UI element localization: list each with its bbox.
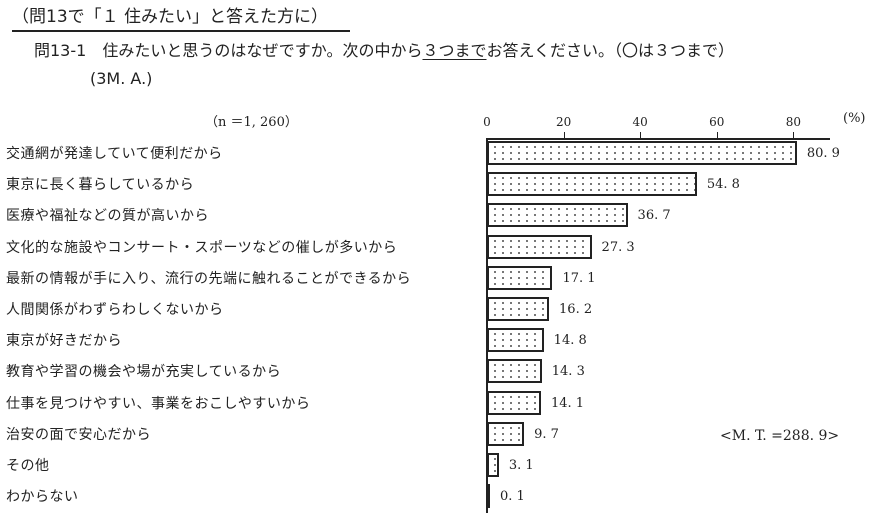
bar-value-label: 36. 7 — [637, 208, 671, 224]
x-tick-label: 20 — [555, 115, 572, 129]
bar-value-label: 14. 1 — [551, 395, 585, 411]
unit-label: (%) — [843, 111, 866, 126]
bar — [487, 297, 550, 321]
category-label: 治安の面で安心だから — [6, 426, 151, 443]
bar-value-label: 9. 7 — [534, 426, 559, 442]
y-axis-line — [486, 138, 488, 513]
category-label: 教育や学習の機会や場が充実しているから — [6, 364, 282, 381]
bar-value-label: 16. 2 — [559, 302, 593, 317]
bar — [487, 484, 490, 509]
category-label: わからない — [6, 489, 79, 506]
category-label: 人間関係がわずらわしくないから — [6, 302, 224, 318]
mt-total: <M. T. =288. 9> — [720, 428, 840, 444]
answer-type: (3M. A.) — [90, 69, 153, 88]
bar-value-label: 27. 3 — [601, 239, 635, 255]
category-label: その他 — [6, 458, 50, 474]
section-heading-underline — [12, 30, 350, 32]
category-label: 東京に長く暮らしているから — [6, 177, 195, 194]
category-label: 東京が好きだから — [6, 333, 122, 350]
bar — [487, 453, 499, 477]
category-label: 文化的な施設やコンサート・スポーツなどの催しが多いから — [6, 239, 398, 256]
sample-size-label: （n ＝1, 260） — [205, 115, 298, 130]
bar-value-label: 80. 9 — [806, 146, 840, 161]
x-tick-mark — [716, 132, 718, 139]
bar — [487, 359, 542, 384]
x-tick-mark — [563, 132, 565, 139]
category-label: 交通網が発達していて便利だから — [6, 146, 223, 162]
bar — [487, 203, 628, 228]
bar — [487, 234, 592, 259]
x-tick-mark — [793, 132, 795, 139]
bar-value-label: 17. 1 — [562, 270, 596, 286]
bar — [487, 172, 697, 197]
question-emphasis: ３つまで — [422, 41, 487, 60]
x-tick-label: 40 — [632, 115, 648, 129]
category-label: 仕事を見つけやすい、事業をおこしやすいから — [6, 395, 311, 412]
category-label: 医療や福祉などの質が高いから — [6, 208, 209, 225]
bar-value-label: 54. 8 — [706, 177, 740, 193]
bar — [487, 390, 541, 415]
question-suffix: お答えください。（〇は３つまで） — [486, 41, 735, 60]
question-prefix: 問13-1 住みたいと思うのはなぜですか。次の中から — [34, 41, 423, 60]
bar — [487, 265, 553, 290]
bar-value-label: 14. 8 — [553, 333, 587, 349]
bar — [487, 328, 544, 353]
x-tick-label: 80 — [785, 115, 802, 129]
bar-value-label: 0. 1 — [500, 489, 525, 505]
bar-value-label: 3. 1 — [508, 458, 534, 473]
bar-value-label: 14. 3 — [551, 364, 585, 380]
bar — [487, 141, 797, 165]
bar — [487, 421, 525, 446]
question-text: 問13-1 住みたいと思うのはなぜですか。次の中から３つまでお答えください。（〇… — [34, 40, 734, 62]
x-tick-label: 0 — [483, 115, 491, 129]
section-heading: （問13で「１ 住みたい」と答えた方に） — [12, 7, 329, 27]
x-axis-line — [487, 138, 830, 140]
category-label: 最新の情報が手に入り、流行の先端に触れることができるから — [6, 270, 412, 287]
x-tick-label: 60 — [709, 115, 725, 129]
x-tick-mark — [640, 132, 642, 139]
